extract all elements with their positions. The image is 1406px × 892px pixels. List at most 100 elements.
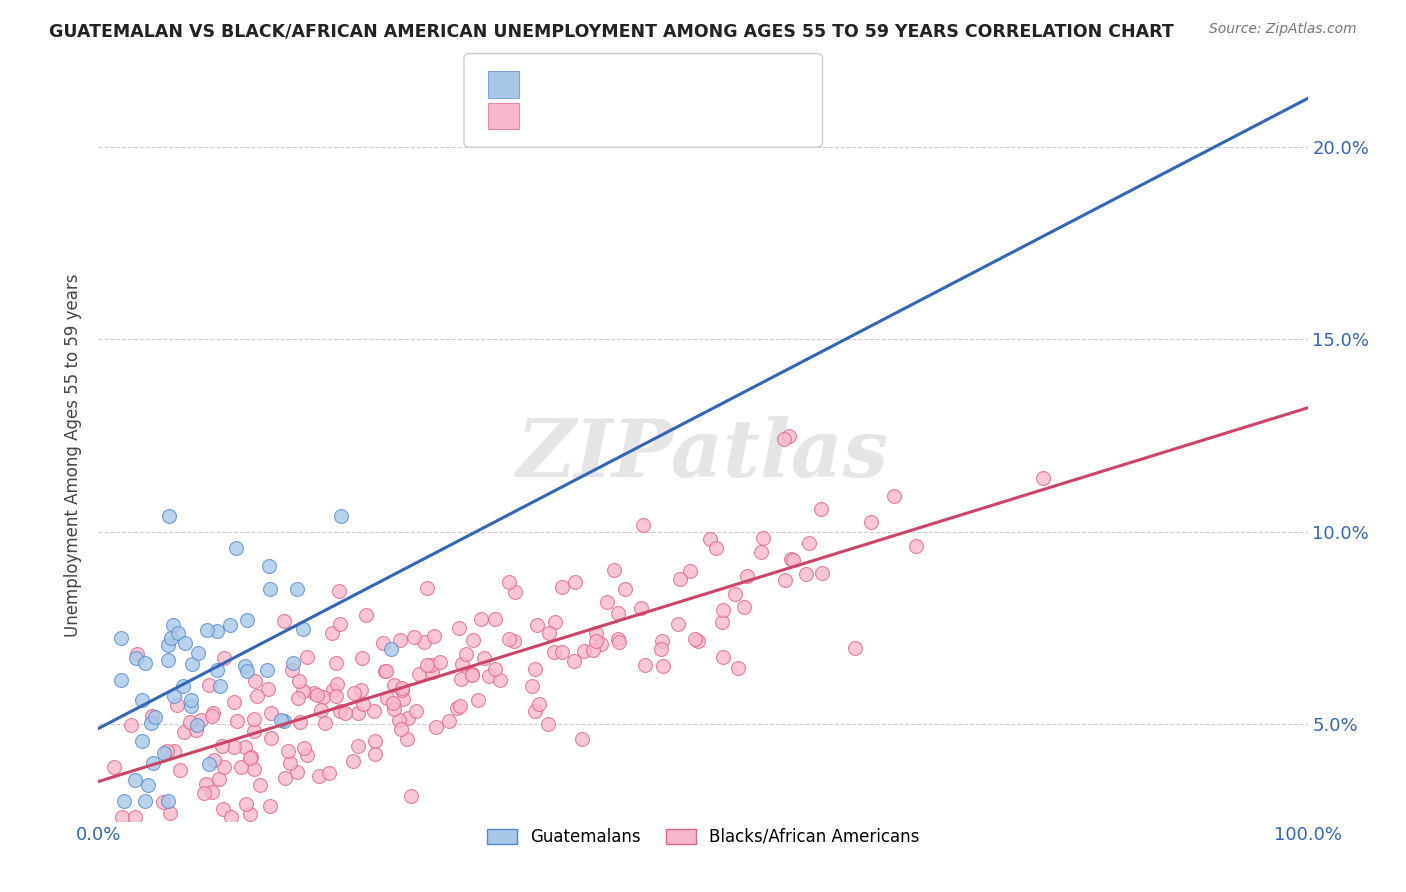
Guatemalans [125, 651, 148, 665]
Blacks/African Americans [233, 740, 256, 755]
Blacks/African Americans [222, 695, 245, 709]
Blacks/African Americans [346, 706, 368, 720]
Blacks/African Americans [273, 615, 295, 629]
Blacks/African Americans [328, 584, 350, 599]
Blacks/African Americans [292, 740, 315, 755]
Text: 0.299: 0.299 [575, 76, 623, 94]
Blacks/African Americans [152, 795, 174, 809]
Blacks/African Americans [347, 739, 370, 753]
Blacks/African Americans [461, 666, 484, 681]
Guatemalans [152, 746, 174, 760]
Blacks/African Americans [679, 564, 702, 578]
Blacks/African Americans [1032, 471, 1054, 485]
Guatemalans [180, 657, 202, 671]
Blacks/African Americans [212, 760, 235, 774]
Guatemalans [136, 778, 159, 792]
Blacks/African Americans [184, 723, 207, 738]
Blacks/African Americans [810, 502, 832, 516]
Blacks/African Americans [392, 692, 415, 706]
Blacks/African Americans [416, 657, 439, 672]
Blacks/African Americans [325, 690, 347, 704]
Guatemalans [141, 716, 163, 731]
Blacks/African Americans [321, 625, 343, 640]
Blacks/African Americans [326, 676, 349, 690]
Blacks/African Americans [461, 668, 484, 682]
Blacks/African Americans [773, 574, 796, 588]
Blacks/African Americans [904, 539, 927, 553]
Guatemalans [124, 772, 146, 787]
Blacks/African Americans [201, 785, 224, 799]
Blacks/African Americans [779, 551, 801, 566]
Blacks/African Americans [461, 632, 484, 647]
Blacks/African Americans [388, 632, 411, 647]
Guatemalans [145, 710, 167, 724]
Guatemalans [225, 541, 247, 556]
Blacks/African Americans [582, 643, 605, 657]
Blacks/African Americans [727, 661, 749, 675]
Guatemalans [134, 657, 156, 671]
Blacks/African Americans [173, 725, 195, 739]
Blacks/African Americans [505, 585, 527, 599]
Blacks/African Americans [591, 637, 613, 651]
Blacks/African Americans [543, 645, 565, 659]
Blacks/African Americans [752, 532, 775, 546]
Blacks/African Americans [396, 710, 419, 724]
Blacks/African Americans [603, 564, 626, 578]
Blacks/African Americans [450, 657, 472, 671]
Blacks/African Americans [811, 566, 834, 580]
Guatemalans [134, 794, 156, 808]
Blacks/African Americans [375, 691, 398, 706]
Blacks/African Americans [450, 698, 472, 713]
Blacks/African Americans [391, 682, 413, 697]
Guatemalans [180, 699, 202, 714]
Guatemalans [330, 509, 353, 524]
Blacks/African Americans [844, 641, 866, 656]
Blacks/African Americans [498, 575, 520, 590]
Blacks/African Americans [551, 580, 574, 594]
Guatemalans [198, 756, 221, 771]
Blacks/African Americans [312, 690, 335, 704]
Blacks/African Americans [527, 697, 550, 711]
Blacks/African Americans [202, 752, 225, 766]
Text: 49: 49 [688, 76, 714, 94]
Blacks/African Americans [799, 536, 821, 550]
Blacks/African Americans [246, 689, 269, 703]
Blacks/African Americans [163, 744, 186, 758]
Text: 197: 197 [688, 107, 718, 125]
Blacks/African Americans [374, 664, 396, 678]
Blacks/African Americans [437, 714, 460, 728]
Blacks/African Americans [607, 634, 630, 648]
Blacks/African Americans [564, 575, 586, 590]
Blacks/African Americans [285, 764, 308, 779]
Blacks/African Americans [342, 754, 364, 768]
Guatemalans [259, 582, 281, 597]
Guatemalans [159, 631, 181, 645]
Blacks/African Americans [287, 691, 309, 706]
Blacks/African Americans [489, 673, 512, 688]
Blacks/African Americans [389, 722, 412, 736]
Blacks/African Americans [402, 630, 425, 644]
Blacks/African Americans [103, 760, 125, 774]
Blacks/African Americans [239, 750, 262, 764]
Blacks/African Americans [343, 686, 366, 700]
Guatemalans [186, 718, 208, 732]
Text: GUATEMALAN VS BLACK/AFRICAN AMERICAN UNEMPLOYMENT AMONG AGES 55 TO 59 YEARS CORR: GUATEMALAN VS BLACK/AFRICAN AMERICAN UNE… [49, 22, 1174, 40]
Blacks/African Americans [257, 681, 280, 696]
Blacks/African Americans [652, 659, 675, 673]
Blacks/African Americans [772, 432, 794, 446]
Blacks/African Americans [352, 651, 374, 665]
Blacks/African Americans [318, 765, 340, 780]
Blacks/African Americans [429, 655, 451, 669]
Blacks/African Americans [778, 429, 800, 443]
Text: 0.558: 0.558 [575, 107, 623, 125]
Blacks/African Americans [536, 716, 558, 731]
Blacks/African Americans [735, 569, 758, 583]
Text: N =: N = [638, 76, 686, 94]
Text: N =: N = [638, 107, 686, 125]
Blacks/African Americans [290, 715, 312, 730]
Blacks/African Americans [382, 702, 405, 716]
Blacks/African Americans [322, 682, 344, 697]
Blacks/African Americans [711, 603, 734, 617]
Blacks/African Americans [478, 668, 501, 682]
Guatemalans [157, 638, 180, 652]
